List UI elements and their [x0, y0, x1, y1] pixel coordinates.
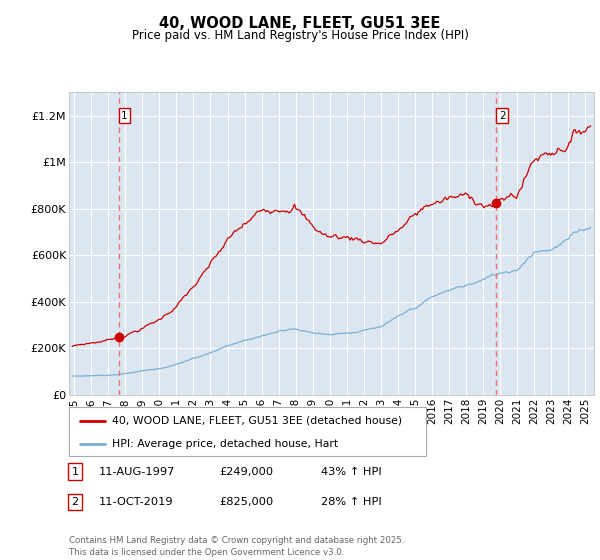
Text: Contains HM Land Registry data © Crown copyright and database right 2025.
This d: Contains HM Land Registry data © Crown c…: [69, 536, 404, 557]
Text: 43% ↑ HPI: 43% ↑ HPI: [321, 466, 382, 477]
Text: 1: 1: [121, 111, 128, 120]
Text: £249,000: £249,000: [219, 466, 273, 477]
Text: 11-OCT-2019: 11-OCT-2019: [99, 497, 173, 507]
Text: £825,000: £825,000: [219, 497, 273, 507]
Text: HPI: Average price, detached house, Hart: HPI: Average price, detached house, Hart: [112, 439, 338, 449]
Text: 1: 1: [71, 466, 79, 477]
Text: 40, WOOD LANE, FLEET, GU51 3EE: 40, WOOD LANE, FLEET, GU51 3EE: [160, 16, 440, 31]
Text: 28% ↑ HPI: 28% ↑ HPI: [321, 497, 382, 507]
Text: 2: 2: [71, 497, 79, 507]
Text: 2: 2: [499, 111, 506, 120]
Text: 11-AUG-1997: 11-AUG-1997: [99, 466, 175, 477]
Text: 40, WOOD LANE, FLEET, GU51 3EE (detached house): 40, WOOD LANE, FLEET, GU51 3EE (detached…: [112, 416, 402, 426]
Text: Price paid vs. HM Land Registry's House Price Index (HPI): Price paid vs. HM Land Registry's House …: [131, 29, 469, 42]
